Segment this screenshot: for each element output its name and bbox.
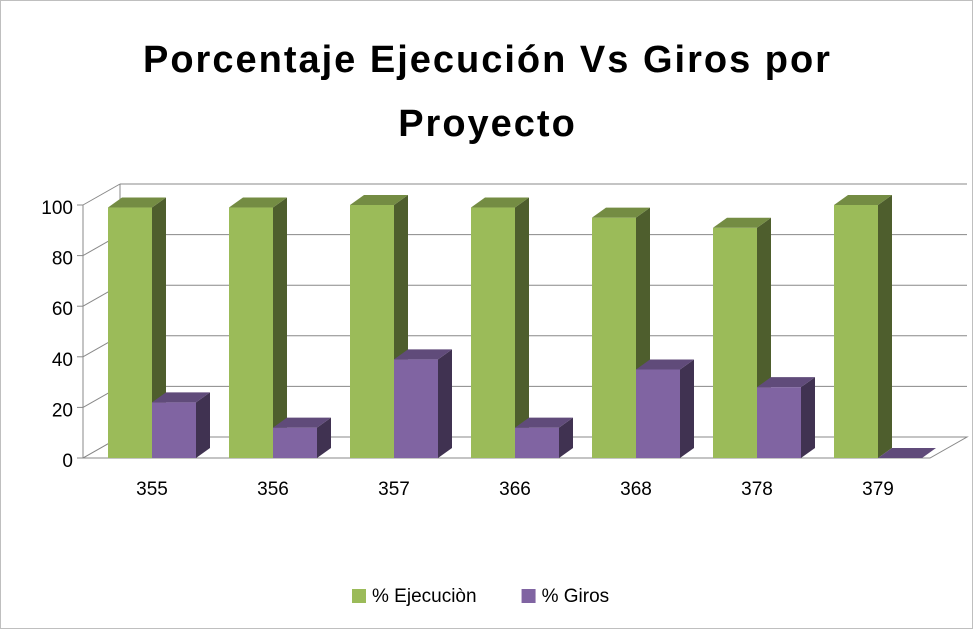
legend-label: % Ejecuciòn [372, 586, 477, 607]
bar-side [680, 359, 694, 458]
bar-top [834, 195, 892, 205]
bar-side [878, 195, 892, 458]
bar [152, 402, 196, 458]
bar-side [196, 392, 210, 458]
bar-top [592, 207, 650, 218]
bar-top [515, 417, 573, 428]
x-tick-label: 356 [257, 479, 289, 500]
y-tick-label: 0 [62, 451, 73, 472]
bar [834, 205, 878, 458]
bar-side [273, 197, 287, 458]
y-tick-label: 80 [52, 249, 73, 270]
x-tick-label: 357 [378, 479, 410, 500]
bar [471, 207, 515, 458]
bar-side [438, 349, 452, 458]
bar [592, 217, 636, 458]
bar-top [229, 197, 287, 208]
bar-top [636, 359, 694, 370]
y-tick-label: 40 [52, 350, 73, 371]
bar-top [878, 448, 936, 458]
legend-swatch [521, 589, 536, 603]
bar-top [108, 197, 166, 208]
legend-label: % Giros [542, 586, 610, 607]
bar [757, 387, 801, 458]
bar [515, 427, 559, 458]
bar-side [515, 197, 529, 458]
bar-top [471, 197, 529, 208]
bar-top [394, 349, 452, 360]
bar [636, 369, 680, 458]
y-tick-label: 20 [52, 400, 73, 421]
bar [394, 359, 438, 458]
x-tick-label: 378 [741, 479, 773, 500]
bar [273, 427, 317, 458]
x-tick-label: 379 [862, 479, 894, 500]
bar-top [757, 377, 815, 388]
bar-side [559, 417, 573, 458]
x-tick-label: 366 [499, 479, 531, 500]
bar [350, 205, 394, 458]
x-tick-label: 355 [136, 479, 168, 500]
bar [108, 207, 152, 458]
bar-top [350, 195, 408, 205]
bar [229, 207, 273, 458]
bar-side [152, 197, 166, 458]
legend-swatch [352, 589, 366, 603]
bar-top [713, 217, 771, 228]
y-tick-label: 100 [41, 198, 73, 219]
bar [713, 227, 757, 458]
chart-title: Porcentaje Ejecución Vs Giros por Proyec… [143, 39, 832, 145]
x-tick-label: 368 [620, 479, 652, 500]
grid-line-side [82, 183, 121, 206]
bar-side [317, 417, 331, 458]
bar-top [152, 392, 210, 403]
y-tick-label: 60 [52, 299, 73, 320]
bar-top [273, 417, 331, 428]
bar-side [801, 377, 815, 458]
